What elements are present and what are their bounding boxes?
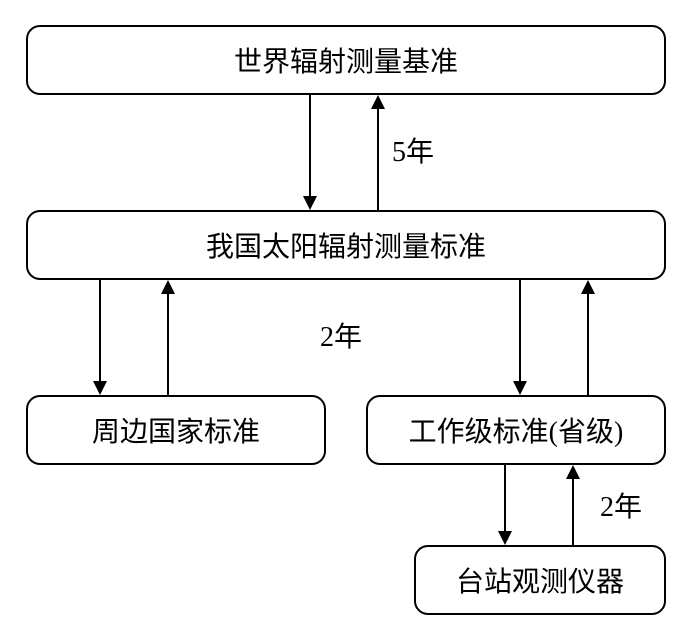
edge-label-label-2yr-a: 2年 [320,315,362,355]
node-province: 工作级标准(省级) [366,395,666,465]
node-label-neighbor: 周边国家标准 [92,410,260,450]
edge-label-label-2yr-b: 2年 [600,485,642,525]
edge-station-province-up [566,465,580,545]
edge-province-station-down [498,465,512,545]
node-neighbor: 周边国家标准 [26,395,326,465]
node-label-world: 世界辐射测量基准 [234,40,458,80]
node-label-china: 我国太阳辐射测量标准 [206,225,486,265]
node-label-station: 台站观测仪器 [456,560,624,600]
node-label-province: 工作级标准(省级) [409,410,624,450]
edge-label-label-5yr: 5年 [392,130,434,170]
edge-province-china-up [581,280,595,395]
node-station: 台站观测仪器 [414,545,666,615]
edge-china-world-up [371,95,385,210]
edge-china-province-down [513,280,527,395]
edge-neighbor-china-up [161,280,175,395]
node-world: 世界辐射测量基准 [26,25,666,95]
node-china: 我国太阳辐射测量标准 [26,210,666,280]
edge-china-neighbor-down [93,280,107,395]
edge-world-china-down [303,95,317,210]
diagram-canvas: 世界辐射测量基准我国太阳辐射测量标准周边国家标准 工作级标准(省级) 台站观测仪器 5… [0,0,700,634]
